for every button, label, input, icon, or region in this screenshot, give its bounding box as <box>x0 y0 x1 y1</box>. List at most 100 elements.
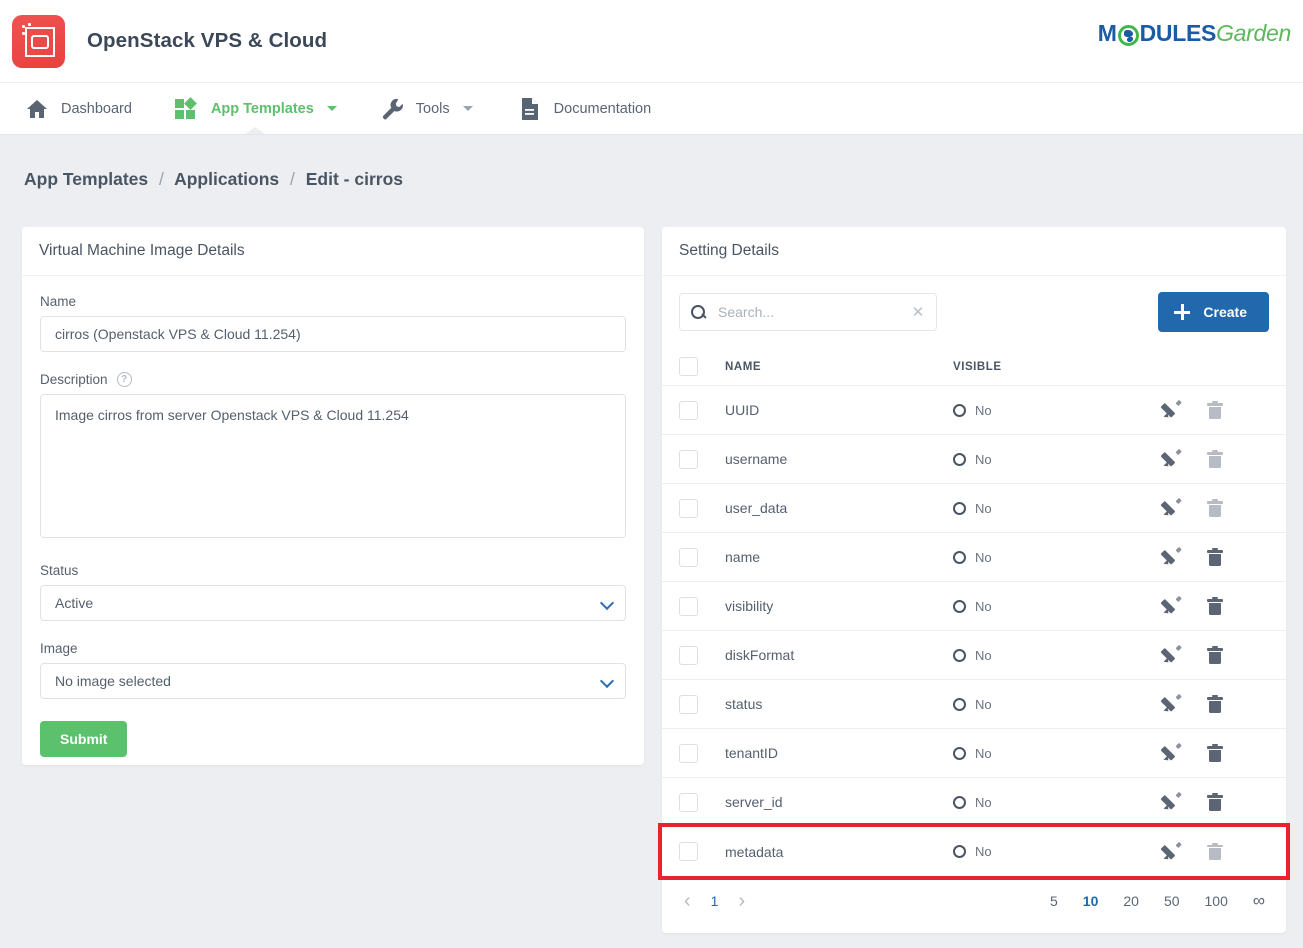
table-row[interactable]: visibility No <box>662 582 1286 631</box>
edit-button[interactable] <box>1160 399 1183 421</box>
cell-actions <box>1160 546 1269 568</box>
toggle-off-icon[interactable] <box>953 501 966 515</box>
cell-name: visibility <box>725 598 774 614</box>
status-label: Status <box>40 563 626 578</box>
row-checkbox[interactable] <box>679 645 698 665</box>
logo-text-dules: DULES <box>1139 20 1217 46</box>
submit-button[interactable]: Submit <box>40 721 128 757</box>
column-header-name[interactable]: NAME <box>725 360 762 373</box>
cell-actions <box>1160 742 1269 764</box>
image-select[interactable]: No image selected <box>40 663 626 699</box>
delete-button[interactable] <box>1204 791 1226 813</box>
settings-table: NAME VISIBLE UUID No username No user_data No… <box>658 348 1290 880</box>
edit-button[interactable] <box>1160 693 1183 715</box>
description-textarea[interactable] <box>40 394 626 538</box>
close-icon[interactable]: ✕ <box>911 303 925 321</box>
edit-button[interactable] <box>1160 742 1183 764</box>
breadcrumb-separator: / <box>159 169 164 189</box>
toggle-off-icon[interactable] <box>953 550 966 564</box>
home-icon <box>24 96 50 122</box>
toggle-off-icon[interactable] <box>953 403 966 417</box>
edit-button[interactable] <box>1160 841 1183 863</box>
toggle-off-icon[interactable] <box>953 795 966 809</box>
cell-visible: No <box>953 697 1161 712</box>
row-checkbox[interactable] <box>679 694 698 714</box>
edit-button[interactable] <box>1160 791 1183 813</box>
row-checkbox[interactable] <box>679 596 698 616</box>
page-size-5[interactable]: 5 <box>1049 892 1058 909</box>
table-row[interactable]: user_data No <box>662 484 1286 533</box>
row-checkbox[interactable] <box>679 547 698 567</box>
pencil-icon <box>1160 645 1182 665</box>
table-row[interactable]: server_id No <box>662 778 1286 827</box>
page-size-50[interactable]: 50 <box>1163 892 1180 909</box>
table-row[interactable]: tenantID No <box>662 729 1286 778</box>
breadcrumb-item-app-templates[interactable]: App Templates <box>24 169 149 189</box>
search-input[interactable] <box>716 303 910 321</box>
row-checkbox[interactable] <box>679 743 698 763</box>
delete-button[interactable] <box>1204 595 1226 617</box>
delete-button[interactable] <box>1204 742 1226 764</box>
edit-button[interactable] <box>1160 546 1183 568</box>
page-size-20[interactable]: 20 <box>1123 892 1139 909</box>
toggle-off-icon[interactable] <box>953 452 966 466</box>
page-size-100[interactable]: 100 <box>1204 892 1228 909</box>
chevron-down-icon[interactable] <box>462 106 473 111</box>
nav-item-tools[interactable]: Tools <box>369 83 483 135</box>
table-row[interactable]: metadata No <box>658 823 1290 880</box>
toggle-off-icon[interactable] <box>953 599 966 613</box>
pencil-icon <box>1160 449 1182 469</box>
table-row[interactable]: UUID No <box>662 386 1286 435</box>
row-checkbox[interactable] <box>679 842 698 861</box>
create-button[interactable]: Create <box>1158 292 1269 332</box>
nav-item-documentation[interactable]: Documentation <box>507 83 662 135</box>
column-header-visible[interactable]: VISIBLE <box>953 360 1002 373</box>
row-checkbox[interactable] <box>679 498 698 518</box>
help-circle-icon[interactable]: ? <box>116 372 132 387</box>
row-checkbox[interactable] <box>679 400 698 420</box>
pencil-icon <box>1160 694 1182 714</box>
row-checkbox[interactable] <box>679 449 698 469</box>
breadcrumb-separator: / <box>290 169 295 189</box>
nav-item-app-templates[interactable]: App Templates <box>164 83 347 135</box>
table-row[interactable]: status No <box>662 680 1286 729</box>
page-size-all[interactable]: ∞ <box>1252 890 1265 910</box>
table-toolbar: ✕ Create <box>662 276 1286 348</box>
chevron-left-icon[interactable]: ‹ <box>684 889 691 912</box>
cell-visible: No <box>953 599 1161 614</box>
chevron-right-icon[interactable]: › <box>738 889 746 912</box>
delete-button[interactable] <box>1204 546 1226 568</box>
table-body: UUID No username No user_data No name No visibil… <box>658 386 1290 880</box>
table-row[interactable]: diskFormat No <box>662 631 1286 680</box>
search-box[interactable]: ✕ <box>679 293 937 331</box>
status-label-text: Status <box>40 563 79 578</box>
table-row[interactable]: name No <box>662 533 1286 582</box>
breadcrumb-item-applications[interactable]: Applications <box>174 169 280 189</box>
brand: OpenStack VPS & Cloud <box>0 14 327 68</box>
delete-button[interactable] <box>1204 644 1226 666</box>
toggle-off-icon[interactable] <box>953 746 966 760</box>
status-select[interactable]: Active <box>40 585 626 621</box>
edit-button[interactable] <box>1160 497 1183 519</box>
cell-visible-text: No <box>975 647 992 663</box>
table-row[interactable]: username No <box>662 435 1286 484</box>
toggle-off-icon[interactable] <box>953 697 966 711</box>
trash-icon <box>1207 597 1223 615</box>
page-size-10[interactable]: 10 <box>1082 892 1099 909</box>
edit-button[interactable] <box>1160 448 1183 470</box>
row-checkbox[interactable] <box>679 792 698 812</box>
select-all-checkbox[interactable] <box>679 357 698 376</box>
edit-button[interactable] <box>1160 644 1183 666</box>
cell-name: diskFormat <box>725 647 795 663</box>
page-number-1[interactable]: 1 <box>710 892 719 909</box>
chevron-down-icon[interactable] <box>326 106 337 111</box>
trash-icon <box>1207 646 1223 664</box>
image-select-value: No image selected <box>55 673 171 689</box>
name-input[interactable] <box>40 316 626 352</box>
nav-item-dashboard[interactable]: Dashboard <box>14 83 142 135</box>
toggle-off-icon[interactable] <box>953 845 966 858</box>
edit-button[interactable] <box>1160 595 1183 617</box>
toggle-off-icon[interactable] <box>953 648 966 662</box>
delete-button[interactable] <box>1204 693 1226 715</box>
cell-visible: No <box>953 844 1161 859</box>
